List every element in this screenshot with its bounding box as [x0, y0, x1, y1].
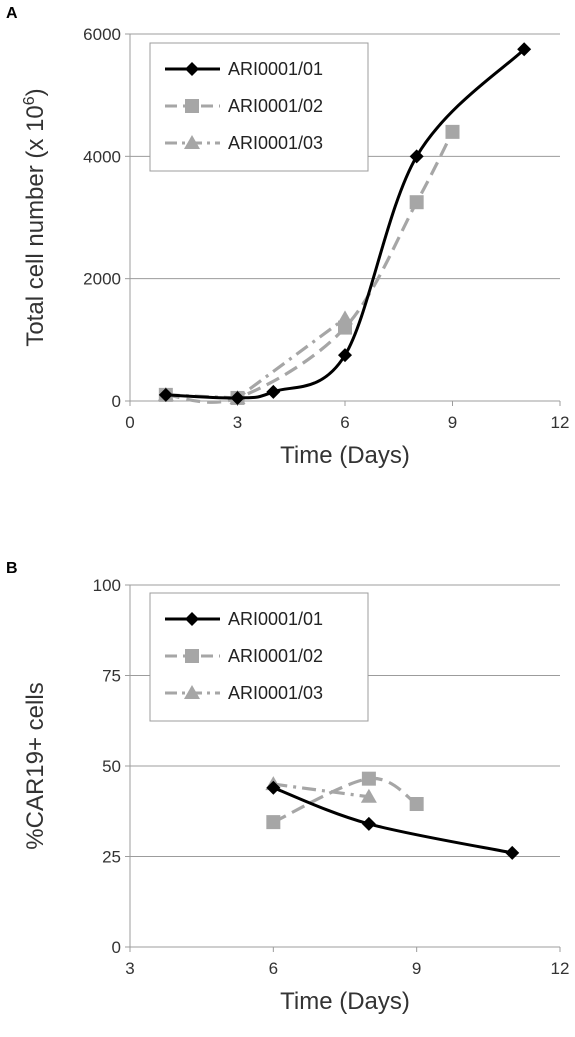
legend-label: ARI0001/03	[228, 133, 323, 153]
x-tick-label: 3	[125, 959, 134, 978]
series-ari0001-01	[266, 780, 520, 860]
y-tick-label: 2000	[83, 270, 121, 289]
y-tick-label: 25	[102, 848, 121, 867]
data-point-diamond	[266, 780, 281, 795]
x-tick-label: 12	[551, 959, 570, 978]
y-tick-label: 6000	[83, 25, 121, 44]
y-tick-label: 50	[102, 757, 121, 776]
panel-b-label: B	[6, 560, 18, 577]
y-tick-label: 75	[102, 667, 121, 686]
x-axis-title: Time (Days)	[280, 988, 410, 1015]
x-tick-label: 6	[340, 413, 349, 432]
x-tick-label: 6	[269, 959, 278, 978]
y-tick-label: 100	[93, 576, 121, 595]
legend-marker-diamond	[185, 62, 199, 76]
legend-label: ARI0001/02	[228, 96, 323, 116]
data-point-diamond	[266, 384, 281, 399]
x-tick-label: 9	[412, 959, 421, 978]
legend-marker-square	[185, 649, 199, 663]
y-tick-label: 0	[112, 938, 121, 957]
series-ari0001-02	[266, 771, 424, 830]
legend-label: ARI0001/01	[228, 59, 323, 79]
data-point-triangle	[360, 788, 377, 803]
x-tick-label: 0	[125, 413, 134, 432]
y-axis-title: %CAR19+ cells	[22, 682, 49, 849]
y-axis-title: Total cell number (x 106)	[21, 88, 49, 346]
x-axis-title: Time (Days)	[280, 442, 410, 469]
x-tick-label: 3	[233, 413, 242, 432]
legend: ARI0001/01 ARI0001/02 ARI0001/03	[149, 592, 369, 722]
data-point-square	[361, 771, 376, 786]
chart-a: 0 2000 4000 6000 0 3 6 9 12 Time (Days) Total cell…	[21, 25, 570, 469]
y-tick-label: 0	[112, 392, 121, 411]
series-line	[273, 782, 370, 799]
x-tick-label: 12	[551, 413, 570, 432]
data-point-square	[409, 797, 424, 812]
legend-label: ARI0001/01	[228, 609, 323, 629]
data-point-square	[338, 320, 352, 335]
data-point-diamond	[338, 348, 352, 363]
data-point-diamond	[517, 42, 532, 57]
data-point-square	[266, 815, 281, 830]
series-line	[272, 786, 513, 855]
data-point-square	[445, 124, 460, 139]
panel-a-label: A	[6, 5, 18, 22]
legend-label: ARI0001/02	[228, 646, 323, 666]
data-point-diamond	[158, 387, 173, 402]
x-tick-label: 9	[448, 413, 457, 432]
series-line	[272, 777, 418, 824]
data-point-square	[409, 195, 424, 210]
data-point-diamond	[505, 845, 520, 860]
legend-marker-diamond	[185, 612, 199, 626]
legend-label: ARI0001/03	[228, 683, 323, 703]
legend-marker-square	[185, 99, 199, 113]
data-point-diamond	[361, 816, 376, 831]
series-ari0001-01	[158, 42, 532, 405]
chart-b: 0 25 50 75 100 3 6 9 12 Time (Days) %CAR19+ cells A…	[22, 576, 570, 1015]
legend-marker-triangle	[184, 135, 200, 149]
legend-marker-triangle	[184, 685, 200, 699]
series-line	[165, 317, 346, 400]
legend: ARI0001/01 ARI0001/02 ARI0001/03	[149, 42, 369, 172]
y-tick-label: 4000	[83, 147, 121, 166]
data-point-diamond	[230, 390, 245, 405]
data-point-diamond	[409, 149, 424, 164]
